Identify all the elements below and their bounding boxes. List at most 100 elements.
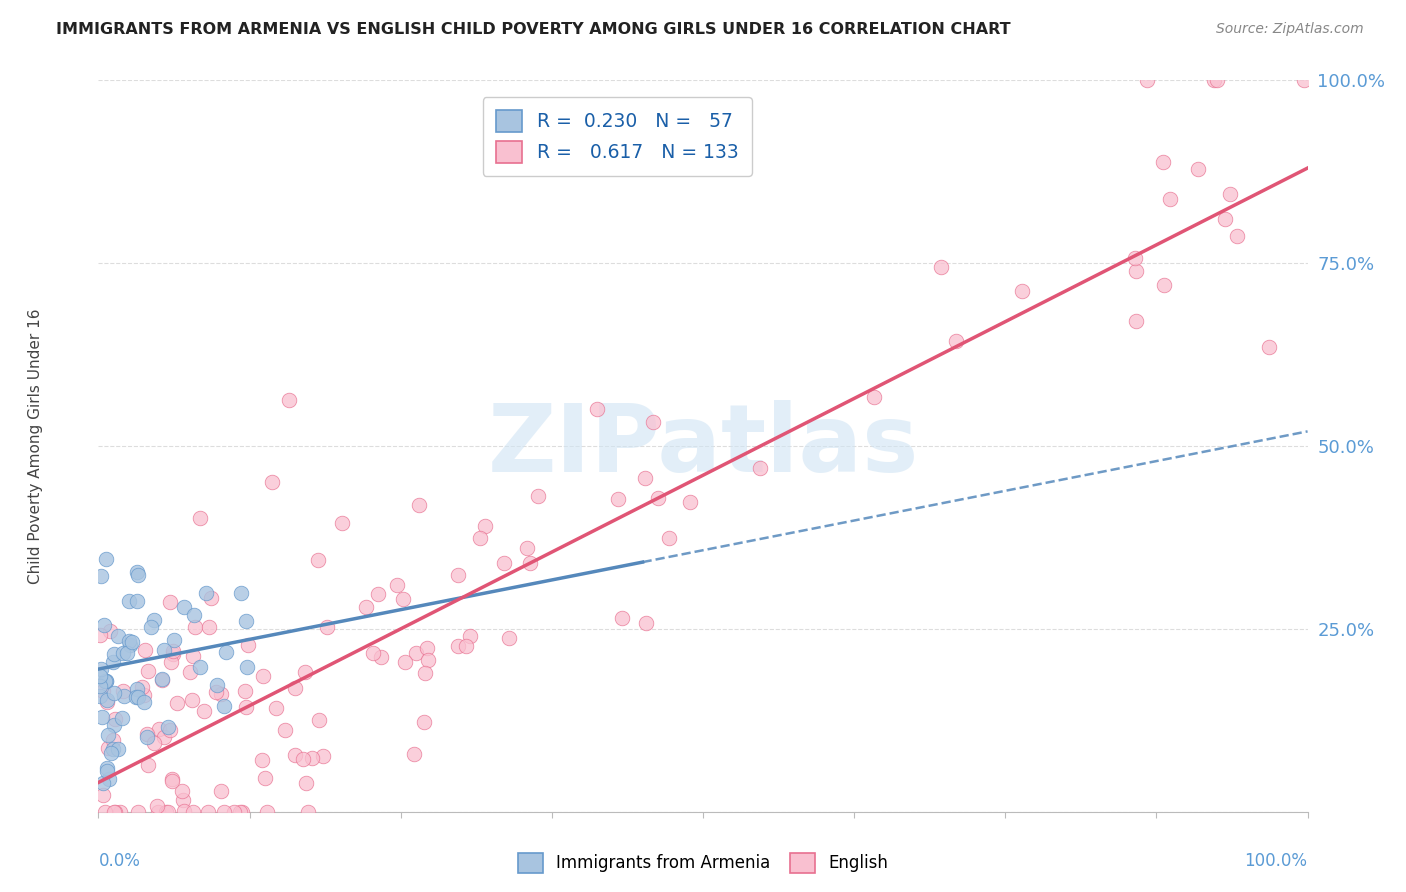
Point: [101, 732, 124, 747]
Point: [91, 788, 114, 802]
Point: [1011, 284, 1033, 298]
Point: [107, 741, 129, 756]
Point: [679, 494, 702, 508]
Point: [260, 475, 283, 490]
Point: [235, 614, 257, 628]
Point: [112, 689, 135, 703]
Point: [96, 693, 118, 707]
Point: [96, 552, 118, 566]
Point: [96, 761, 118, 775]
Point: [370, 650, 392, 665]
Point: [209, 687, 232, 701]
Point: [456, 639, 478, 653]
Point: [103, 647, 125, 661]
Point: [195, 586, 218, 600]
Legend: Immigrants from Armenia, English: Immigrants from Armenia, English: [510, 847, 896, 880]
Point: [118, 594, 141, 608]
Point: [1125, 314, 1147, 328]
Point: [153, 730, 176, 744]
Point: [139, 620, 162, 634]
Point: [209, 784, 232, 798]
Point: [103, 718, 125, 732]
Point: [294, 665, 316, 679]
Point: [204, 685, 226, 699]
Point: [96, 740, 118, 755]
Point: [634, 616, 657, 631]
Point: [412, 714, 434, 729]
Point: [150, 672, 173, 686]
Point: [1153, 277, 1175, 292]
Point: [183, 805, 205, 819]
Point: [748, 460, 770, 475]
Point: [159, 595, 181, 609]
Point: [136, 730, 159, 744]
Point: [198, 620, 221, 634]
Point: [256, 805, 278, 819]
Point: [104, 805, 127, 819]
Point: [235, 700, 257, 714]
Point: [312, 748, 335, 763]
Point: [526, 489, 548, 503]
Point: [173, 600, 195, 615]
Point: [402, 747, 425, 761]
Point: [408, 499, 430, 513]
Point: [252, 669, 274, 683]
Point: [93, 617, 115, 632]
Point: [94, 674, 117, 689]
Point: [91, 776, 114, 790]
Point: [308, 714, 330, 728]
Point: [1123, 251, 1146, 265]
Point: [214, 699, 236, 714]
Point: [89, 689, 111, 703]
Point: [394, 656, 416, 670]
Point: [236, 638, 259, 652]
Point: [160, 655, 183, 669]
Point: [367, 587, 389, 601]
Point: [181, 692, 204, 706]
Point: [170, 784, 193, 798]
Point: [1202, 73, 1225, 87]
Point: [97, 728, 120, 742]
Point: [98, 624, 121, 639]
Point: [121, 635, 143, 649]
Point: [103, 805, 125, 819]
Text: Child Poverty Among Girls Under 16: Child Poverty Among Girls Under 16: [28, 309, 42, 583]
Point: [131, 680, 153, 694]
Point: [118, 638, 141, 652]
Point: [307, 553, 329, 567]
Point: [295, 776, 318, 790]
Point: [945, 334, 967, 348]
Point: [107, 629, 129, 643]
Point: [215, 645, 238, 659]
Point: [519, 556, 541, 570]
Point: [224, 805, 246, 819]
Text: IMMIGRANTS FROM ARMENIA VS ENGLISH CHILD POVERTY AMONG GIRLS UNDER 16 CORRELATIO: IMMIGRANTS FROM ARMENIA VS ENGLISH CHILD…: [56, 22, 1011, 37]
Point: [104, 712, 127, 726]
Point: [136, 726, 159, 740]
Point: [111, 710, 134, 724]
Point: [297, 805, 319, 819]
Text: 100.0%: 100.0%: [1244, 852, 1308, 870]
Point: [90, 569, 112, 583]
Text: ZIPatlas: ZIPatlas: [488, 400, 918, 492]
Point: [89, 679, 111, 693]
Point: [229, 586, 252, 600]
Point: [143, 613, 166, 627]
Text: 0.0%: 0.0%: [98, 852, 141, 870]
Point: [94, 805, 117, 819]
Point: [274, 723, 297, 738]
Point: [266, 701, 288, 715]
Point: [146, 799, 169, 814]
Point: [413, 665, 436, 680]
Point: [1294, 73, 1316, 87]
Point: [474, 519, 496, 533]
Point: [516, 541, 538, 555]
Point: [468, 531, 491, 545]
Point: [200, 591, 222, 606]
Point: [641, 415, 664, 429]
Point: [172, 793, 194, 807]
Point: [634, 471, 657, 485]
Point: [91, 684, 114, 698]
Point: [405, 646, 427, 660]
Point: [117, 646, 139, 660]
